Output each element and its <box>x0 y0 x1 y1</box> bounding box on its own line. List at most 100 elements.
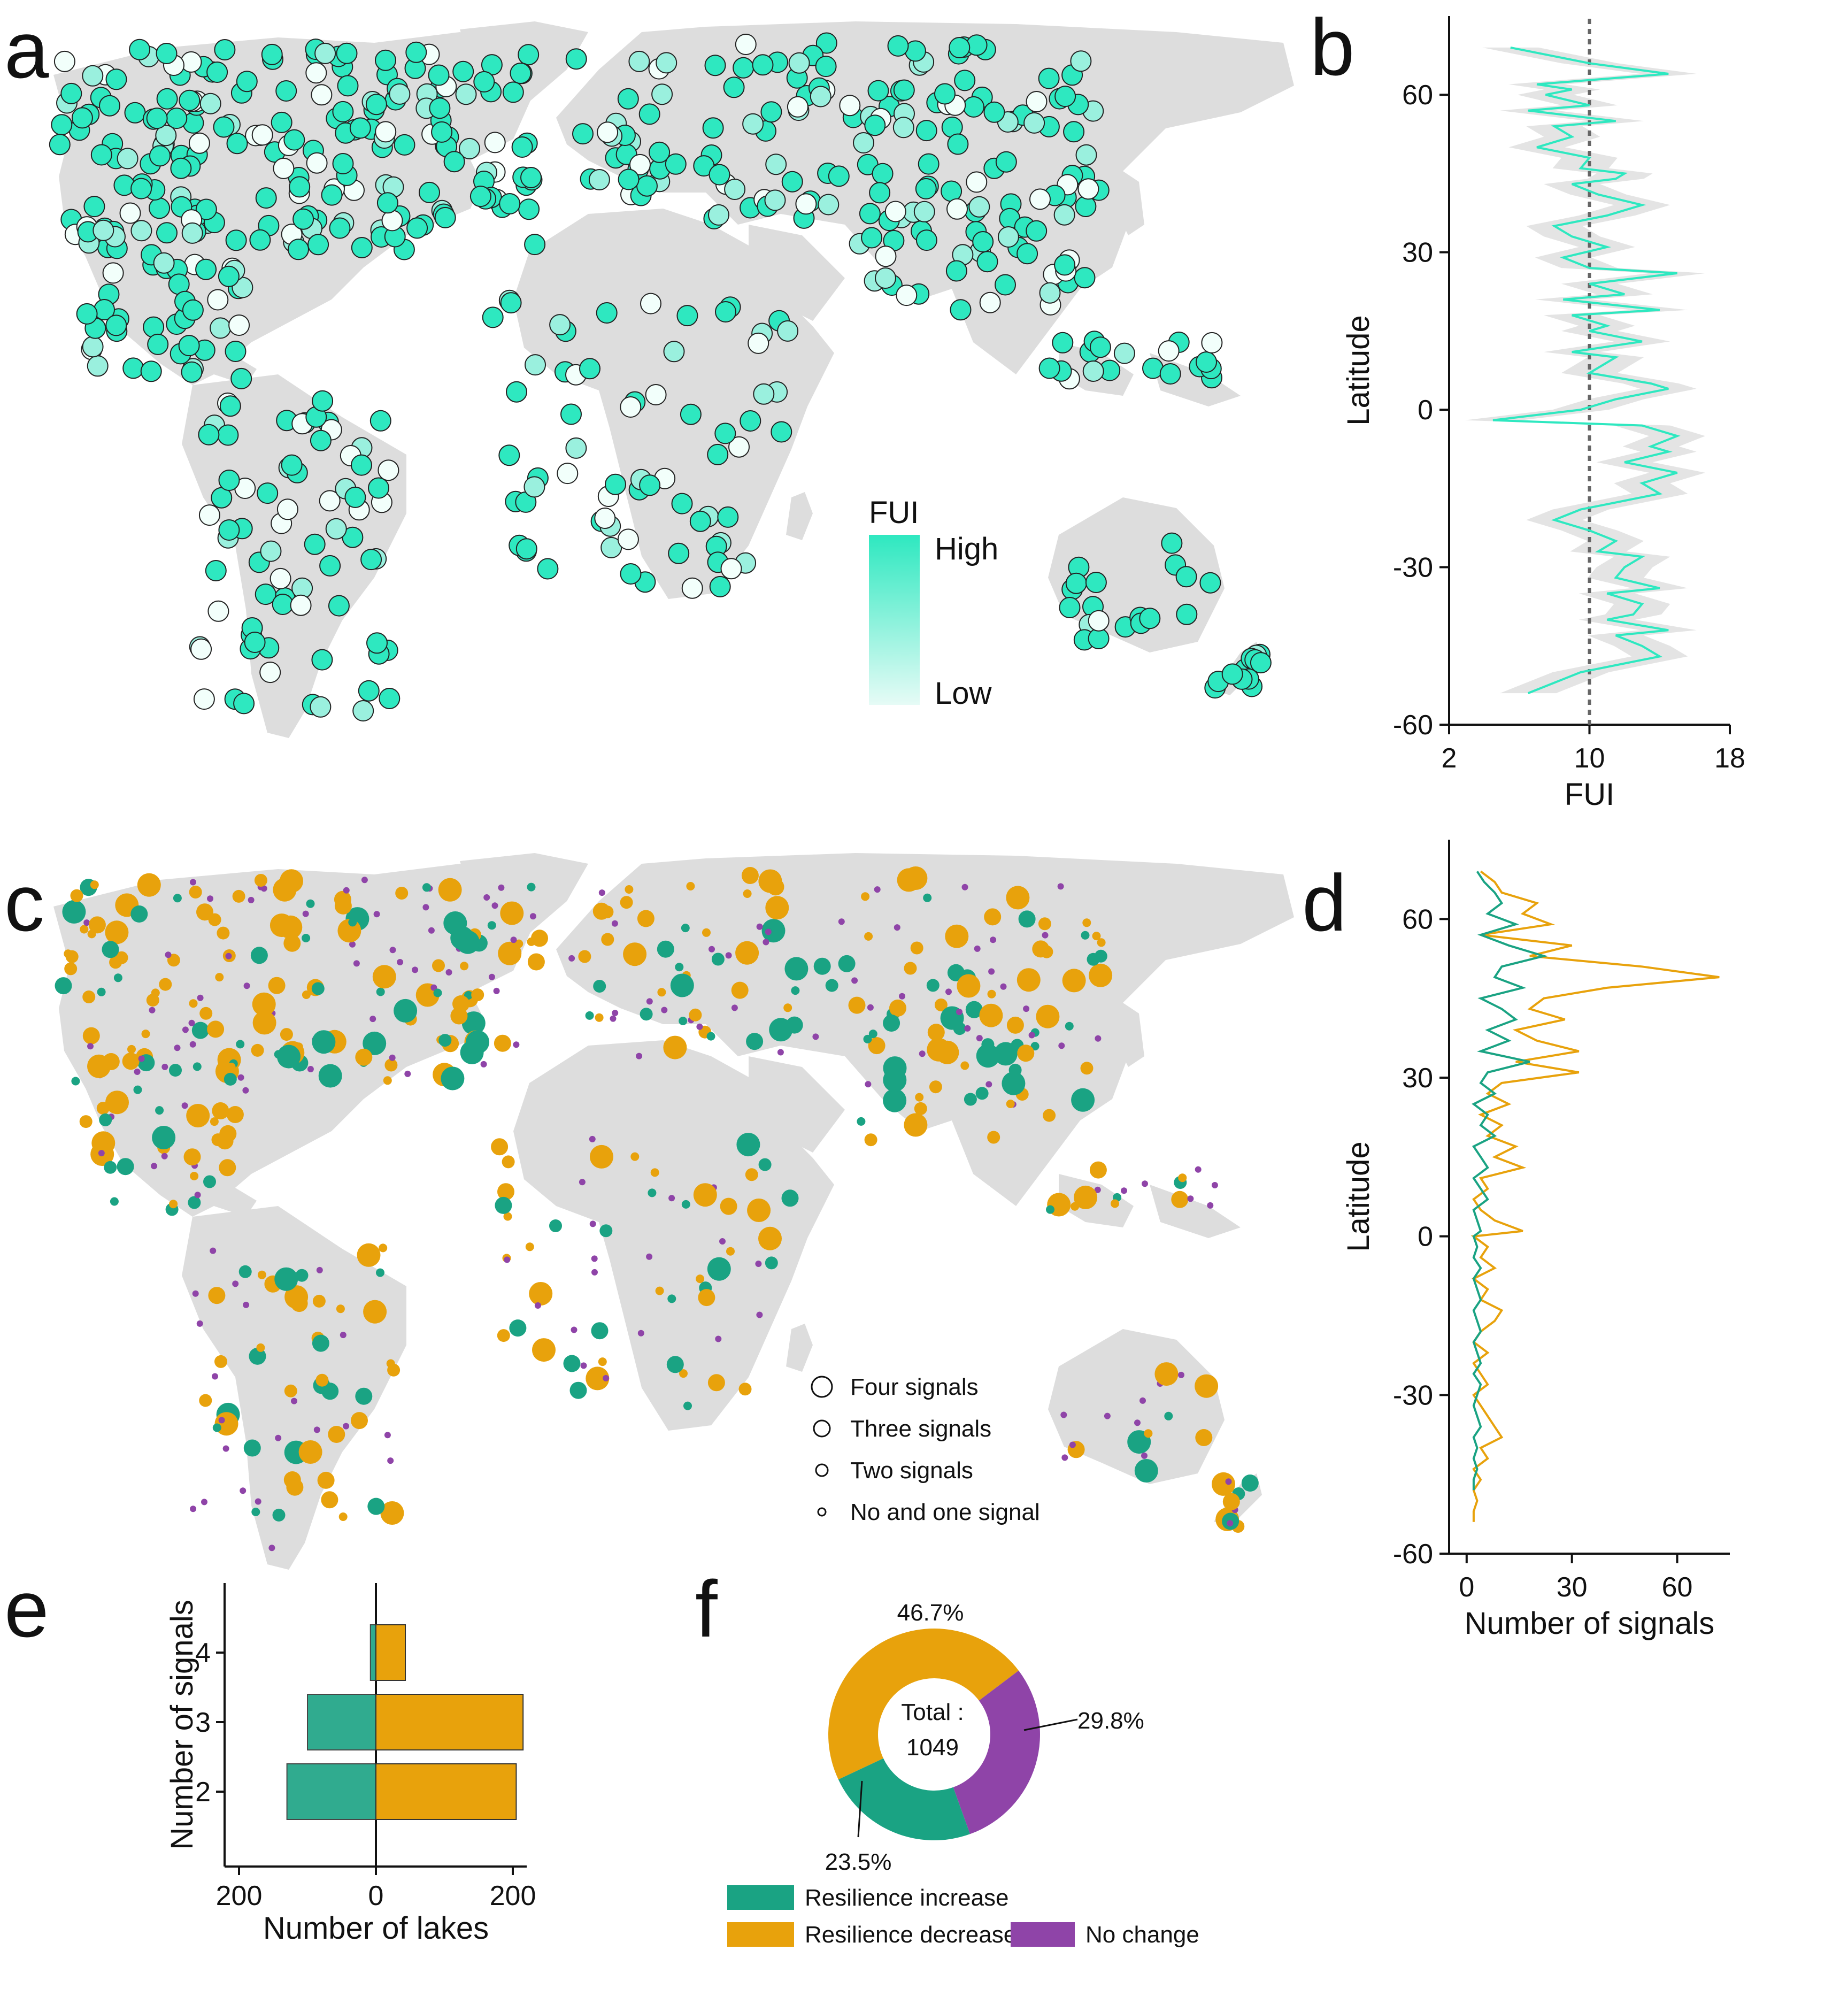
lake-marker <box>777 320 799 342</box>
lake-marker <box>1141 1452 1148 1459</box>
lake-marker <box>110 1197 119 1206</box>
lake-marker <box>679 1369 688 1378</box>
lake-marker <box>237 1074 244 1081</box>
lake-marker <box>141 1030 150 1039</box>
lake-marker <box>192 1062 202 1071</box>
lake-marker <box>182 299 204 321</box>
lake-marker <box>709 575 731 597</box>
lake-marker <box>373 911 380 918</box>
lake-marker <box>1175 566 1197 588</box>
lake-marker <box>316 1266 323 1273</box>
panel-label-a: a <box>4 5 49 95</box>
lake-marker <box>1187 1195 1194 1202</box>
lake-marker <box>589 1220 596 1227</box>
lake-marker <box>511 136 533 158</box>
lake-marker <box>1113 342 1135 364</box>
lake-marker <box>1087 953 1100 966</box>
lake-marker <box>657 988 666 997</box>
lake-marker <box>1225 1478 1232 1485</box>
lake-marker <box>182 1026 189 1033</box>
lake-marker <box>199 1394 212 1407</box>
lake-marker <box>764 189 786 211</box>
lake-marker <box>363 1300 387 1324</box>
lake-marker <box>709 946 715 953</box>
lake-marker <box>628 50 650 72</box>
lake-marker <box>463 1017 476 1031</box>
lake-marker <box>752 54 774 76</box>
lake-marker <box>663 341 685 363</box>
lake-marker <box>189 1041 196 1048</box>
lake-marker <box>192 1290 199 1297</box>
lake-marker <box>428 64 450 86</box>
lake-marker <box>179 89 201 111</box>
lake-marker <box>663 1035 687 1059</box>
y-tick-label: 30 <box>1402 237 1433 268</box>
lake-marker <box>1199 572 1221 594</box>
lake-marker <box>275 80 297 102</box>
lake-marker <box>527 882 536 892</box>
lake-marker <box>645 384 667 405</box>
lake-marker <box>351 237 373 258</box>
lake-marker <box>290 594 312 616</box>
lake-marker <box>130 178 152 199</box>
lake-marker <box>395 887 409 900</box>
lake-marker <box>183 1148 201 1166</box>
lake-marker <box>1070 50 1092 72</box>
lake-marker <box>98 1150 105 1157</box>
lake-marker <box>1085 572 1107 593</box>
lake-marker <box>260 885 267 892</box>
lake-marker <box>918 153 940 175</box>
lake-marker <box>915 178 937 199</box>
lake-marker <box>1057 883 1064 890</box>
lake-marker <box>529 913 536 920</box>
lake-marker <box>352 700 374 721</box>
lake-marker <box>509 1319 527 1337</box>
lake-marker <box>195 258 217 280</box>
lake-marker <box>343 887 350 894</box>
lake-marker <box>1046 1205 1054 1214</box>
lake-marker <box>1207 1202 1214 1209</box>
lake-marker <box>242 1087 249 1094</box>
lake-marker <box>892 117 914 139</box>
lake-marker <box>260 540 282 562</box>
lake-marker <box>368 477 389 499</box>
lake-marker <box>222 1445 229 1452</box>
lake-marker <box>714 423 736 444</box>
lake-marker <box>210 1247 217 1254</box>
fui-legend-gradient <box>869 535 920 705</box>
lake-marker <box>767 878 784 896</box>
lake-marker <box>404 1070 411 1077</box>
lake-marker <box>199 1007 213 1020</box>
lake-marker <box>1054 86 1076 107</box>
lake-marker <box>964 1025 971 1032</box>
lake-marker <box>149 145 171 167</box>
panel-f: f 46.7% 29.8% 23.5% Total : 1049 Resilience i… <box>695 1564 1199 1948</box>
lake-marker <box>422 883 431 892</box>
lake-marker <box>560 403 582 425</box>
lake-marker <box>365 94 387 116</box>
lake-marker <box>498 941 522 965</box>
lake-marker <box>181 361 203 383</box>
lake-marker <box>1002 1071 1026 1095</box>
lake-marker <box>1006 886 1030 910</box>
lake-marker <box>637 910 654 927</box>
panel-b: b 60 30 0 -30 -60 2 10 18 FUI Latitude <box>1310 2 1745 812</box>
lake-marker <box>593 980 606 993</box>
lake-marker <box>307 234 329 256</box>
lake-marker <box>218 470 240 491</box>
lake-marker <box>434 206 456 228</box>
lake-marker <box>312 1030 336 1054</box>
lake-marker <box>53 50 75 72</box>
lake-marker <box>781 1189 799 1207</box>
lake-marker <box>640 1008 653 1021</box>
lake-marker <box>90 880 99 889</box>
lake-marker <box>976 251 998 273</box>
y-tick-label: 0 <box>1418 1222 1433 1253</box>
lake-marker <box>232 1280 239 1287</box>
lake-marker <box>225 953 232 959</box>
lake-marker <box>1017 968 1041 992</box>
lake-marker <box>771 421 792 443</box>
lake-marker <box>502 81 524 103</box>
lake-marker <box>272 594 294 615</box>
